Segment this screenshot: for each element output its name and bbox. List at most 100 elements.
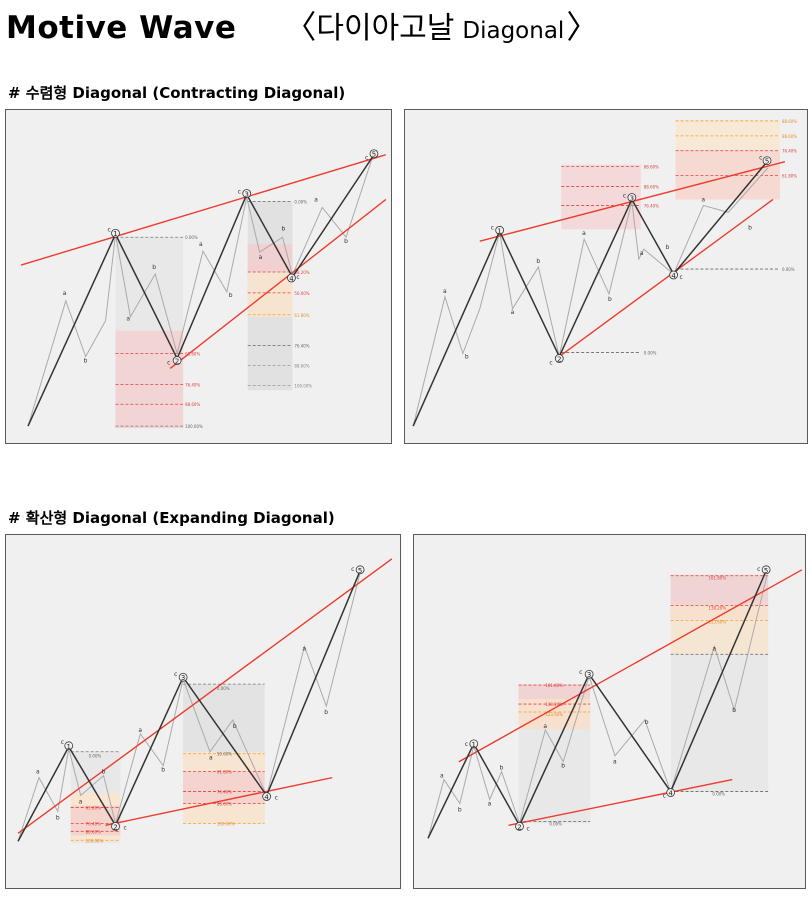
svg-text:3: 3: [630, 194, 634, 202]
trend-line-upper: [458, 569, 803, 763]
svg-text:c: c: [123, 824, 126, 831]
wave-node-1: [111, 228, 120, 238]
fib-label: 61.80%: [185, 352, 200, 357]
fib-lines: [70, 683, 265, 841]
svg-text:c: c: [526, 825, 529, 832]
svg-text:c: c: [238, 188, 241, 195]
fib-label: 76.40%: [294, 344, 309, 349]
fib-zone-red: [115, 330, 184, 429]
fib-labels: 0.00% 61.80% 76.40% 88.60% 100.00% 0.00%…: [185, 199, 312, 429]
svg-text:a: a: [712, 645, 716, 652]
svg-text:a: a: [701, 196, 705, 203]
diagram-expanding-2: 161.80% 138.20% 123.60% 0.00% 161.80% 13…: [427, 565, 803, 839]
svg-text:1: 1: [472, 741, 476, 749]
svg-text:a: a: [126, 316, 130, 323]
svg-text:b: b: [324, 709, 328, 716]
svg-text:5: 5: [372, 151, 376, 159]
wave-node-3: [242, 189, 252, 198]
svg-text:a: a: [79, 798, 83, 805]
fib-label: 88.60%: [644, 185, 659, 190]
trend-line-upper: [17, 558, 393, 834]
trend-line-lower: [508, 778, 733, 827]
wave-node-2: [515, 821, 524, 831]
diagram-panel-expanding-1: 0.00% 61.80% 76.40% 88.60% 100.00% 0.00%…: [5, 534, 401, 889]
fib-label: 88.60%: [217, 801, 232, 806]
svg-text:c: c: [759, 155, 762, 162]
svg-text:b: b: [500, 765, 504, 772]
fib-labels: 161.80% 138.20% 123.60% 0.00% 161.80% 13…: [545, 576, 726, 827]
fib-label: 88.60%: [644, 165, 659, 170]
svg-text:b: b: [152, 264, 156, 271]
fib-label: 0.00%: [549, 821, 562, 826]
svg-text:a: a: [543, 723, 547, 730]
wave-labels: a b c a b c a b c a b c a b c: [36, 566, 354, 832]
diagram-panel-contracting-1: 0.00% 61.80% 76.40% 88.60% 100.00% 0.00%…: [5, 109, 392, 444]
sub-wave-line: [427, 574, 768, 839]
svg-text:b: b: [233, 723, 237, 730]
trend-line-upper: [20, 154, 387, 266]
fib-label: 76.40%: [185, 382, 200, 387]
svg-text:b: b: [608, 296, 612, 303]
wave-node-3: [178, 672, 188, 682]
fib-label: 0.00%: [712, 792, 725, 797]
trend-line-lower: [169, 198, 387, 369]
fib-label: 123.60%: [708, 619, 726, 624]
svg-text:a: a: [209, 755, 213, 762]
svg-text:b: b: [344, 238, 348, 245]
fib-label: 0.00%: [644, 351, 657, 356]
svg-text:a: a: [138, 727, 142, 734]
fib-label: 100.00%: [294, 383, 312, 388]
trend-line-lower: [105, 776, 333, 827]
svg-text:a: a: [511, 309, 515, 316]
wave-node-3: [627, 193, 637, 202]
fib-label: 100.00%: [217, 821, 235, 826]
svg-text:c: c: [174, 671, 177, 678]
wave-node-5: [762, 156, 772, 166]
wave-node-2: [111, 821, 120, 831]
page-title: Motive Wave 〈다이아고날 Diagonal〉: [6, 2, 598, 46]
svg-text:c: c: [275, 795, 278, 802]
svg-text:a: a: [63, 290, 67, 297]
svg-text:1: 1: [497, 227, 501, 235]
svg-text:b: b: [561, 763, 565, 770]
svg-text:a: a: [199, 241, 203, 248]
wave-nodes: 1 2 3 4 5: [495, 156, 772, 363]
wave-node-2: [554, 354, 564, 363]
fib-label: 88.60%: [86, 829, 101, 834]
svg-text:b: b: [645, 719, 649, 726]
svg-text:b: b: [732, 707, 736, 714]
svg-text:a: a: [443, 288, 447, 295]
svg-text:b: b: [282, 225, 286, 232]
fib-label: 76.40%: [644, 203, 659, 208]
svg-text:a: a: [314, 196, 318, 203]
title-main: Motive Wave: [6, 10, 237, 46]
svg-text:c: c: [549, 359, 552, 366]
fib-label: 0.00%: [185, 235, 198, 240]
fib-label: 161.80%: [545, 683, 563, 688]
wave-labels: a b c a b c a b c a b c a b c: [63, 155, 368, 367]
svg-text:3: 3: [244, 190, 248, 198]
fib-label: 88.60%: [294, 363, 309, 368]
fib-label: 0.00%: [89, 754, 102, 759]
svg-text:a: a: [640, 250, 644, 257]
svg-text:4: 4: [264, 794, 269, 802]
svg-text:b: b: [536, 258, 540, 265]
wave-node-1: [495, 225, 505, 235]
svg-text:c: c: [491, 224, 494, 231]
sub-wave-line: [27, 152, 375, 427]
svg-text:a: a: [259, 254, 263, 261]
fib-zone-red: [183, 771, 265, 804]
wave-node-5: [355, 565, 365, 575]
fib-label: 50.00%: [294, 291, 309, 296]
sub-wave-line: [412, 167, 769, 427]
fib-label: 138.20%: [708, 606, 726, 611]
sub-wave-line: [17, 572, 361, 842]
fib-lines: [561, 120, 780, 353]
svg-text:b: b: [161, 767, 165, 774]
fib-label: 88.60%: [782, 119, 797, 124]
fib-label: 100.00%: [185, 424, 203, 429]
fib-label: 61.80%: [294, 313, 309, 318]
svg-text:c: c: [167, 359, 170, 366]
fib-label: 50.00%: [217, 752, 232, 757]
fib-zone-red: [675, 149, 780, 200]
